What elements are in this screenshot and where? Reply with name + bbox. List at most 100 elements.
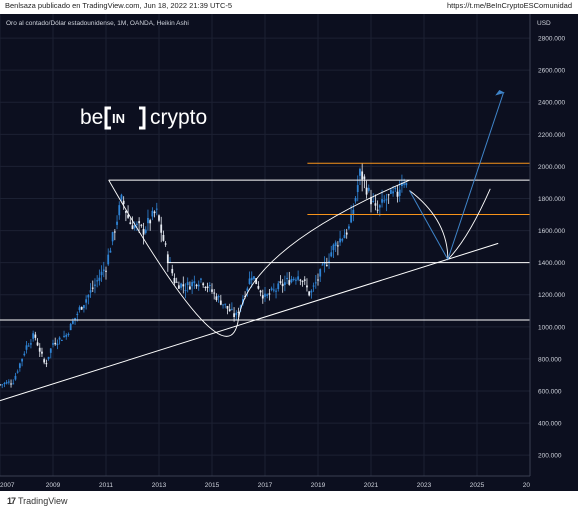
candle-body [1, 384, 4, 386]
candle-body [173, 278, 176, 284]
candle-body [180, 283, 182, 288]
candle-body [71, 320, 74, 324]
candle-body [283, 282, 286, 286]
drawings [0, 89, 505, 402]
candle-body [401, 182, 403, 187]
y-tick-label: 2000.000 [538, 164, 565, 171]
candle-body [140, 224, 143, 226]
currency-label: USD [537, 20, 551, 27]
candle-body [341, 239, 344, 241]
candle-body [144, 229, 147, 233]
candle-body [239, 305, 242, 309]
y-tick-label: 1000.000 [538, 324, 565, 331]
candle-body [394, 188, 397, 190]
projection-arc [409, 188, 491, 261]
candle-body [233, 313, 235, 317]
candle-body [405, 182, 408, 186]
candle-body [387, 194, 390, 196]
tradingview-logo-icon: 17 [7, 496, 16, 506]
candle-body [272, 289, 275, 291]
logo-text-crypto: crypto [150, 106, 207, 129]
candle-body [67, 333, 70, 335]
candle-body [281, 283, 284, 287]
tradingview-brand: 17 TradingView [7, 496, 68, 506]
candle-body [228, 309, 231, 312]
candle-body [147, 217, 149, 224]
candle-body [27, 345, 30, 347]
candle-body [261, 295, 264, 299]
publisher-text: Benlsaza publicado en TradingView.com, J… [5, 1, 233, 10]
candle-body [352, 209, 355, 215]
candle-body [7, 381, 10, 383]
candle-body [127, 215, 129, 218]
y-tick-label: 1200.000 [538, 292, 565, 299]
publisher-bar: Benlsaza publicado en TradingView.com, J… [0, 0, 578, 14]
candle-body [215, 296, 218, 301]
candle-body [96, 280, 99, 282]
candle-body [350, 214, 353, 223]
candle-body [133, 225, 136, 229]
candle-body [91, 287, 94, 289]
y-axis-panel [530, 14, 578, 491]
candle-body [47, 356, 50, 359]
candle-body [65, 334, 68, 337]
candle-body [208, 284, 211, 286]
candle-body [89, 290, 92, 293]
candle-body [74, 317, 76, 320]
candle-body [118, 205, 121, 216]
candle-body [290, 279, 293, 283]
candle-body [195, 284, 198, 287]
x-tick-label: 2025 [470, 482, 485, 489]
candle-body [102, 269, 105, 271]
y-tick-label: 2200.000 [538, 132, 565, 139]
x-tick-label: 2023 [417, 482, 432, 489]
candle-body [372, 200, 375, 202]
candle-body [197, 284, 200, 287]
candle-body [85, 299, 88, 303]
candle-body [160, 224, 163, 233]
candle-body [308, 291, 311, 296]
projection-arrow-icon [495, 89, 505, 96]
candle-body [12, 383, 15, 385]
candle-body [248, 278, 251, 284]
candle-body [111, 232, 114, 242]
candle-body [120, 194, 123, 200]
candle-body [87, 294, 90, 298]
candle-body [164, 243, 167, 245]
candle-body [41, 351, 43, 354]
candle-body [177, 285, 180, 289]
tradingview-brand-text: TradingView [18, 496, 68, 506]
community-link[interactable]: https://t.me/BeInCryptoESComunidad [446, 1, 572, 10]
candle-body [266, 294, 269, 296]
candle-body [286, 277, 288, 280]
candle-body [30, 343, 32, 345]
candle-body [213, 292, 216, 294]
chart-area[interactable]: 2020.0001914.0301700.0001400.0001042.813… [0, 14, 578, 491]
candle-body [211, 289, 213, 292]
gold-price-chart[interactable]: 2020.0001914.0301700.0001400.0001042.813… [0, 14, 578, 491]
candle-body [299, 279, 302, 281]
candle-body [191, 282, 194, 287]
candle-body [60, 339, 63, 341]
candle-body [182, 284, 185, 287]
candle-body [257, 286, 260, 289]
candle-body [78, 307, 81, 311]
candle-body [151, 210, 154, 217]
y-tick-label: 2800.000 [538, 36, 565, 43]
candle-body [155, 208, 158, 210]
candle-body [370, 197, 372, 205]
candle-body [14, 375, 17, 380]
candle-body [113, 231, 116, 233]
x-axis: 2007 2009 2011 2013 2015 2017 2019 2021 2023 2025… [0, 475, 538, 489]
candle-body [270, 288, 273, 290]
candle-body [16, 371, 19, 373]
candle-body [396, 191, 399, 197]
candle-body [63, 335, 65, 337]
candle-body [332, 244, 335, 251]
candle-body [317, 279, 319, 281]
candle-body [217, 296, 220, 298]
cup-arc [108, 179, 410, 337]
candle-body [235, 312, 238, 316]
candle-body [268, 293, 271, 295]
candle-body [361, 171, 364, 180]
